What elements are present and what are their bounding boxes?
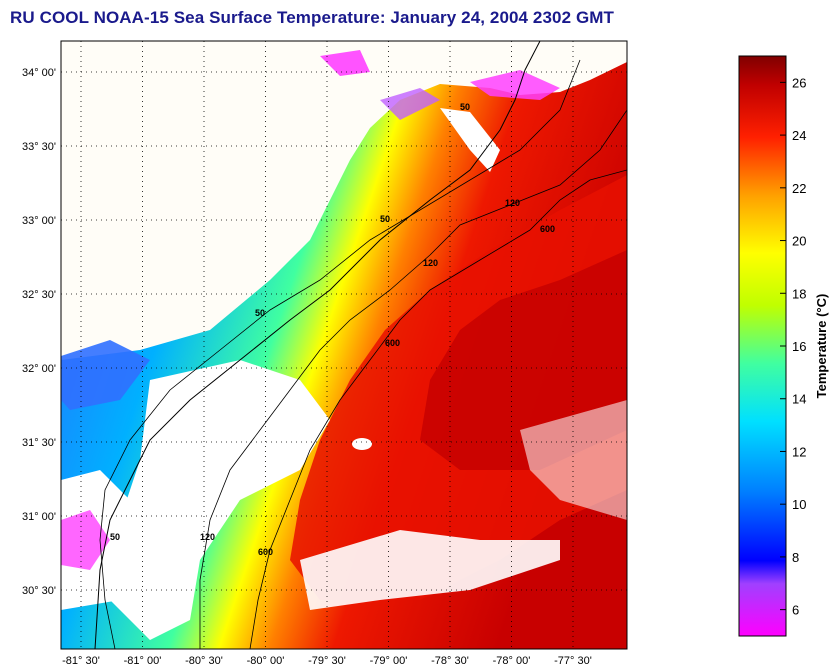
longitude-label: -79° 00' bbox=[370, 655, 408, 667]
colorbar bbox=[738, 55, 787, 637]
coastline bbox=[94, 41, 541, 649]
colorbar-tick-label: 6 bbox=[792, 603, 799, 618]
contour-label-50: 50 bbox=[460, 102, 470, 112]
longitude-label: -80° 30' bbox=[185, 655, 223, 667]
longitude-label: -81° 30' bbox=[62, 655, 100, 667]
contour-label-600: 600 bbox=[385, 338, 400, 348]
contour-label-50: 50 bbox=[110, 532, 120, 542]
contour-label-120: 120 bbox=[505, 198, 520, 208]
colorbar-tick-label: 8 bbox=[792, 550, 799, 565]
isobath-600 bbox=[249, 169, 627, 649]
latitude-label: 30° 30' bbox=[22, 585, 56, 597]
longitude-label: -81° 00' bbox=[124, 655, 162, 667]
isobath-50 bbox=[99, 59, 581, 649]
colorbar-tick-label: 14 bbox=[792, 392, 806, 407]
cold-fringe bbox=[320, 50, 370, 76]
longitude-labels: -81° 30' -81° 00' -80° 30' -80° 00' -79° 30'… bbox=[62, 655, 592, 667]
cloud-patch bbox=[352, 438, 372, 450]
contour-label-120: 120 bbox=[200, 532, 215, 542]
contour-label-50: 50 bbox=[380, 214, 390, 224]
colorbar-tick-label: 18 bbox=[792, 286, 806, 301]
colorbar-tick-label: 12 bbox=[792, 444, 806, 459]
longitude-label: -77° 30' bbox=[554, 655, 592, 667]
colorbar-tick-label: 24 bbox=[792, 128, 806, 143]
longitude-label: -79° 30' bbox=[308, 655, 346, 667]
longitude-label: -78° 30' bbox=[431, 655, 469, 667]
map-frame bbox=[60, 40, 628, 650]
colorbar-label: Temperature (°C) bbox=[814, 294, 829, 399]
colorbar-tick-label: 26 bbox=[792, 75, 806, 90]
latitude-label: 33° 30' bbox=[22, 141, 56, 153]
cloud-patch bbox=[440, 108, 500, 172]
map-title: RU COOL NOAA-15 Sea Surface Temperature:… bbox=[10, 8, 615, 27]
latitude-label: 31° 30' bbox=[22, 437, 56, 449]
cold-fringe bbox=[380, 88, 440, 120]
contour-label-50: 50 bbox=[255, 308, 265, 318]
longitude-label: -78° 00' bbox=[493, 655, 531, 667]
cold-fringe bbox=[61, 510, 110, 570]
cloud-patch bbox=[110, 360, 330, 640]
cool-shelf-water bbox=[61, 340, 150, 410]
colorbar-tick-label: 16 bbox=[792, 339, 806, 354]
latitude-label: 33° 00' bbox=[22, 215, 56, 227]
cold-fringe bbox=[470, 70, 560, 100]
latitude-label: 32° 00' bbox=[22, 363, 56, 375]
contour-label-600: 600 bbox=[540, 224, 555, 234]
isobath-120 bbox=[199, 109, 627, 649]
cloud-patch bbox=[520, 400, 627, 520]
contour-label-120: 120 bbox=[423, 258, 438, 268]
colorbar-ticks: 6 8 10 12 14 16 18 20 22 24 26 bbox=[780, 75, 806, 618]
latitude-labels: 34° 00' 33° 30' 33° 00' 32° 30' 32° 00' 31° 3… bbox=[22, 67, 56, 597]
latitude-label: 31° 00' bbox=[22, 511, 56, 523]
latitude-label: 34° 00' bbox=[22, 67, 56, 79]
latitude-label: 32° 30' bbox=[22, 289, 56, 301]
colorbar-tick-label: 10 bbox=[792, 497, 806, 512]
cloud-patch bbox=[300, 530, 560, 610]
colorbar-tick-label: 22 bbox=[792, 181, 806, 196]
sst-imagery bbox=[61, 41, 627, 649]
colorbar-tick-label: 20 bbox=[792, 234, 806, 249]
longitude-label: -80° 00' bbox=[247, 655, 285, 667]
